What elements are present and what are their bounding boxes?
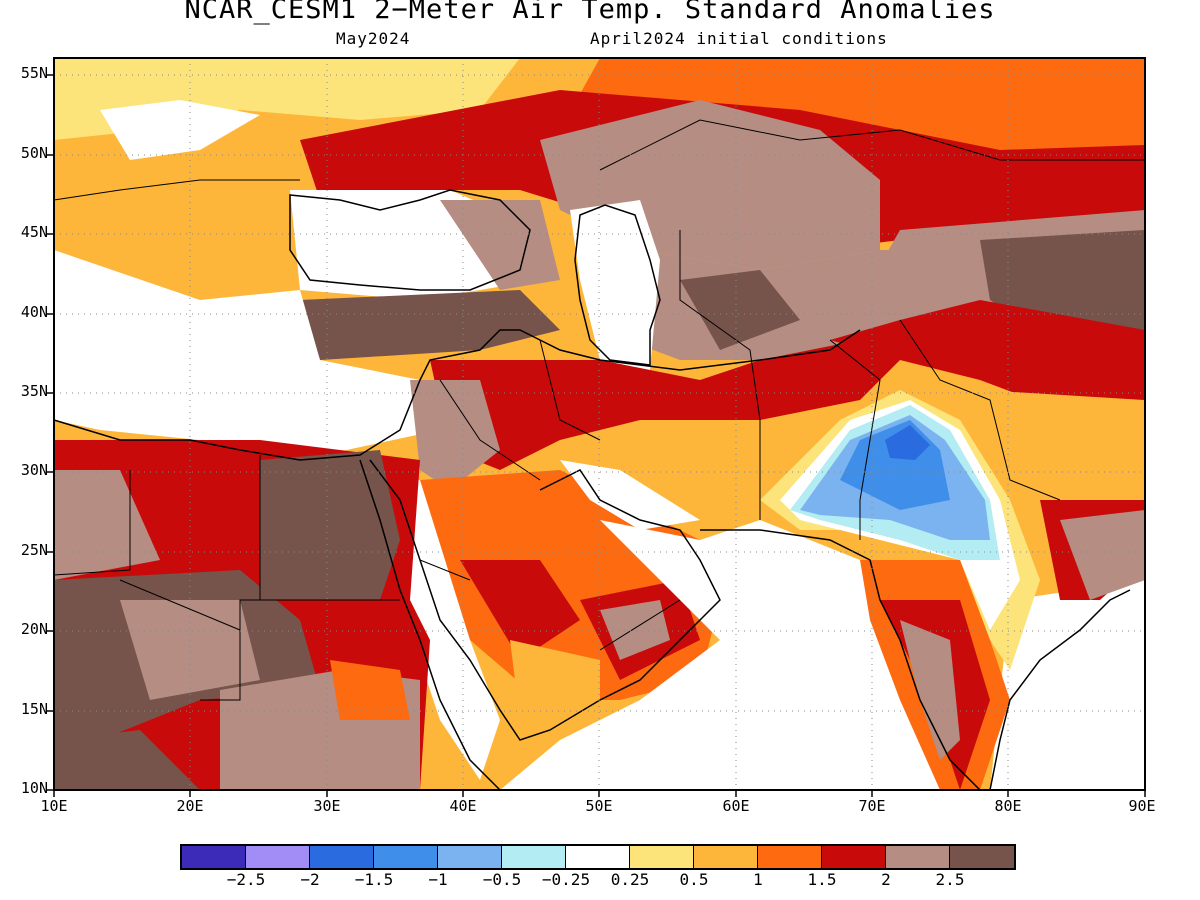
lat-label-35n: 35N [20, 382, 48, 400]
colorbar-tick-label: −1.5 [354, 870, 394, 889]
colorbar-tick-label: 2 [881, 870, 891, 889]
colorbar-tick-label: −0.5 [482, 870, 522, 889]
colorbar-tick-label: 0.5 [679, 870, 709, 889]
lat-label-30n: 30N [20, 461, 48, 479]
colorbar-tick-label: 1.5 [807, 870, 837, 889]
lon-label-20e: 20E [176, 797, 204, 815]
lat-label-10n: 10N [20, 779, 48, 797]
coastlines [53, 189, 1131, 791]
lat-label-45n: 45N [20, 223, 48, 241]
colorbar-swatch [502, 846, 566, 868]
colorbar-tick-label: −2 [300, 870, 320, 889]
initial-conditions: April2024 initial conditions [590, 29, 888, 48]
lat-label-20n: 20N [20, 620, 48, 638]
colorbar-tick-label: −1 [428, 870, 448, 889]
lon-label-80e: 80E [994, 797, 1022, 815]
colorbar-tick-label: 2.5 [935, 870, 965, 889]
lat-label-25n: 25N [20, 541, 48, 559]
lat-label-40n: 40N [20, 303, 48, 321]
lon-label-90e: 90E [1128, 797, 1156, 815]
country-borders [53, 119, 1145, 701]
colorbar-swatch [438, 846, 502, 868]
colorbar-swatch [758, 846, 822, 868]
axis-ticks [47, 74, 1146, 797]
lat-label-50n: 50N [20, 144, 48, 162]
colorbar-tick-label: −2.5 [226, 870, 266, 889]
map-title: NCAR_CESM1 2−Meter Air Temp. Standard An… [184, 0, 996, 25]
colorbar-tick-label: 0.25 [610, 870, 650, 889]
gridlines [54, 58, 1145, 790]
forecast-month: May2024 [336, 29, 411, 48]
colorbar-tick-label: −0.25 [541, 870, 591, 889]
colorbar-swatch [246, 846, 310, 868]
colorbar-swatch [182, 846, 246, 868]
colorbar-swatch [566, 846, 630, 868]
colorbar-swatch [310, 846, 374, 868]
colorbar-swatch [950, 846, 1014, 868]
lon-label-30e: 30E [313, 797, 341, 815]
colorbar-swatch [886, 846, 950, 868]
colorbar-swatch [630, 846, 694, 868]
colorbar-tick-label: 1 [753, 870, 763, 889]
lat-label-15n: 15N [20, 700, 48, 718]
colorbar-swatch [822, 846, 886, 868]
colorbar-swatch [374, 846, 438, 868]
colorbar [180, 844, 1016, 870]
lat-label-55n: 55N [20, 64, 48, 82]
lon-label-60e: 60E [722, 797, 750, 815]
colorbar-swatch [694, 846, 758, 868]
lon-label-40e: 40E [449, 797, 477, 815]
lon-label-50e: 50E [585, 797, 613, 815]
anomaly-field [54, 58, 1145, 790]
lon-label-10e: 10E [40, 797, 68, 815]
lon-label-70e: 70E [858, 797, 886, 815]
